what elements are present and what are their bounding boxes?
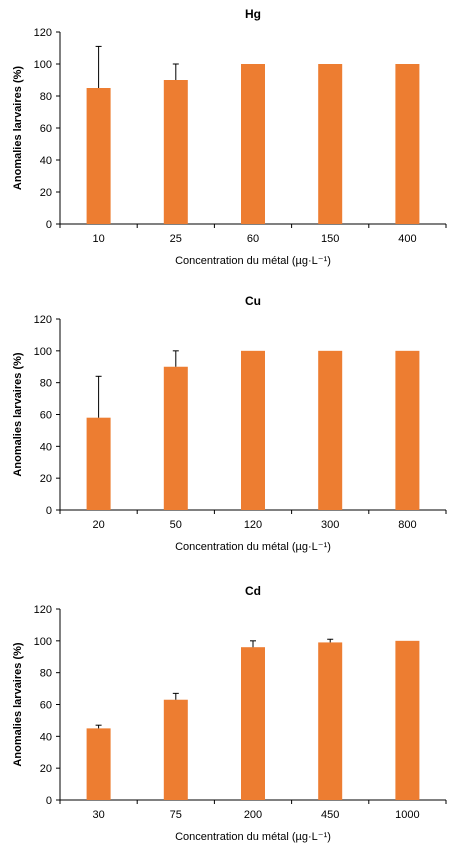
y-tick-label: 60: [40, 410, 52, 422]
y-tick-label: 40: [40, 441, 52, 453]
x-tick-label: 150: [321, 233, 339, 245]
bar: [395, 350, 420, 510]
x-tick-label: 50: [170, 519, 182, 531]
x-tick-label: 60: [247, 233, 259, 245]
y-tick-label: 0: [46, 795, 52, 807]
chart-panel-hg: Hg 0 20 40 60 80 100 120 10 25 60 150 400 Concentrati…: [12, 7, 447, 267]
x-tick-label: 300: [321, 519, 339, 531]
bar: [163, 366, 188, 510]
y-tick-label: 40: [40, 731, 52, 743]
x-tick-label: 800: [398, 519, 416, 531]
y-tick-label: 0: [46, 505, 52, 517]
y-tick-label: 60: [40, 123, 52, 135]
y-tick-label: 100: [34, 346, 52, 358]
y-tick-label: 0: [46, 219, 52, 231]
bar: [318, 350, 343, 510]
bar: [395, 64, 420, 224]
x-tick-label: 1000: [395, 809, 419, 821]
bar: [241, 647, 265, 800]
chart-panel-cu: Cu 0 20 40 60 80 100 120 20 50 120 300 800 Concentrat…: [12, 294, 447, 553]
y-tick-label: 80: [40, 668, 52, 680]
bar: [318, 64, 343, 224]
x-tick-label: 450: [321, 809, 339, 821]
bar: [163, 699, 188, 800]
x-axis-label: Concentration du métal (µg·L⁻¹): [175, 541, 331, 553]
y-tick-label: 100: [34, 636, 52, 648]
y-axis-label: Anomalies larvaires (%): [12, 642, 24, 766]
bar: [318, 642, 343, 800]
chart-title: Cd: [245, 584, 261, 598]
y-tick-label: 120: [34, 27, 52, 39]
bar: [241, 64, 265, 224]
bar: [395, 640, 420, 800]
x-tick-label: 30: [92, 809, 104, 821]
y-tick-label: 20: [40, 473, 52, 485]
y-tick-label: 80: [40, 91, 52, 103]
y-tick-label: 120: [34, 604, 52, 616]
x-tick-label: 25: [170, 233, 182, 245]
x-tick-label: 400: [398, 233, 416, 245]
y-axis-label: Anomalies larvaires (%): [12, 66, 24, 190]
y-tick-label: 80: [40, 378, 52, 390]
x-tick-label: 200: [244, 809, 262, 821]
bar: [86, 728, 111, 800]
bar: [241, 350, 265, 510]
y-axis-label: Anomalies larvaires (%): [12, 352, 24, 476]
x-tick-label: 20: [92, 519, 104, 531]
chart-title: Cu: [245, 294, 261, 308]
x-tick-label: 10: [92, 233, 104, 245]
x-axis-label: Concentration du métal (µg·L⁻¹): [175, 831, 331, 843]
y-tick-label: 20: [40, 187, 52, 199]
x-tick-label: 120: [244, 519, 262, 531]
y-tick-label: 60: [40, 700, 52, 712]
bar: [86, 417, 111, 510]
y-tick-label: 120: [34, 314, 52, 326]
chart-panel-cd: Cd 0 20 40 60 80 100 120 30 75 200 450 1000 Concentra…: [12, 584, 447, 843]
x-axis-label: Concentration du métal (µg·L⁻¹): [175, 255, 331, 267]
y-tick-label: 40: [40, 155, 52, 167]
bar: [86, 88, 111, 224]
y-tick-label: 20: [40, 763, 52, 775]
y-tick-label: 100: [34, 59, 52, 71]
chart-title: Hg: [245, 7, 261, 21]
x-tick-label: 75: [170, 809, 182, 821]
bar: [163, 80, 188, 224]
